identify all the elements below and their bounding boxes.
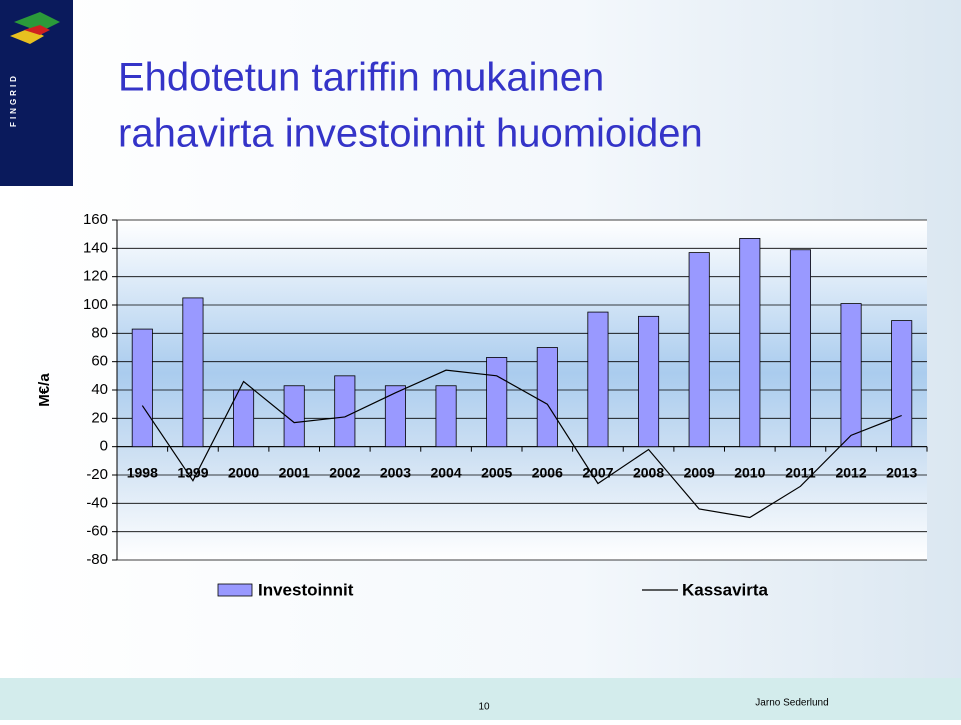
y-tick-label: 0 [100,438,108,455]
logo-text: FINGRID [9,73,18,127]
x-tick-label: 2004 [430,464,461,480]
x-tick-label: 2012 [835,464,866,480]
x-tick-label: 2008 [633,464,664,480]
bar [638,316,658,446]
x-tick-label: 2001 [279,464,310,480]
y-tick-label: 60 [91,353,108,370]
x-tick-label: 2006 [532,464,563,480]
bar [132,329,152,447]
y-axis-label: M€/a [36,373,53,407]
slide-title: Ehdotetun tariffin mukainen [118,56,604,100]
bar [740,238,760,446]
slide-title: rahavirta investoinnit huomioiden [118,112,703,156]
bar [183,298,203,447]
bar [487,357,507,446]
bar [588,312,608,447]
bar [790,250,810,447]
y-tick-label: 20 [91,409,108,426]
bar [537,348,557,447]
y-tick-label: 80 [91,324,108,341]
y-tick-label: -60 [86,523,108,540]
x-tick-label: 2002 [329,464,360,480]
y-tick-label: -80 [86,551,108,568]
y-tick-label: -40 [86,494,108,511]
x-tick-label: 2011 [785,464,816,480]
y-tick-label: 100 [83,296,108,313]
x-tick-label: 2003 [380,464,411,480]
legend-swatch [218,584,252,596]
x-tick-label: 2013 [886,464,917,480]
x-tick-label: 2000 [228,464,259,480]
slide: FINGRID Ehdotetun tariffin mukainen raha… [0,0,961,720]
bar [689,253,709,447]
legend-label: Kassavirta [682,580,769,599]
author: Jarno Sederlund [755,698,828,709]
bar [892,321,912,447]
bar [841,304,861,447]
x-tick-label: 1998 [127,464,158,480]
page-number: 10 [478,702,490,713]
legend-label: Investoinnit [258,580,354,599]
x-tick-label: 2005 [481,464,512,480]
y-tick-label: 160 [83,211,108,228]
bar [385,386,405,447]
bar [233,390,253,447]
y-tick-label: 140 [83,239,108,256]
bar [436,386,456,447]
x-tick-label: 1999 [177,464,208,480]
y-tick-label: 120 [83,268,108,285]
y-tick-label: 40 [91,381,108,398]
bar [335,376,355,447]
x-tick-label: 2009 [684,464,715,480]
y-tick-label: -20 [86,466,108,483]
x-tick-label: 2010 [734,464,765,480]
